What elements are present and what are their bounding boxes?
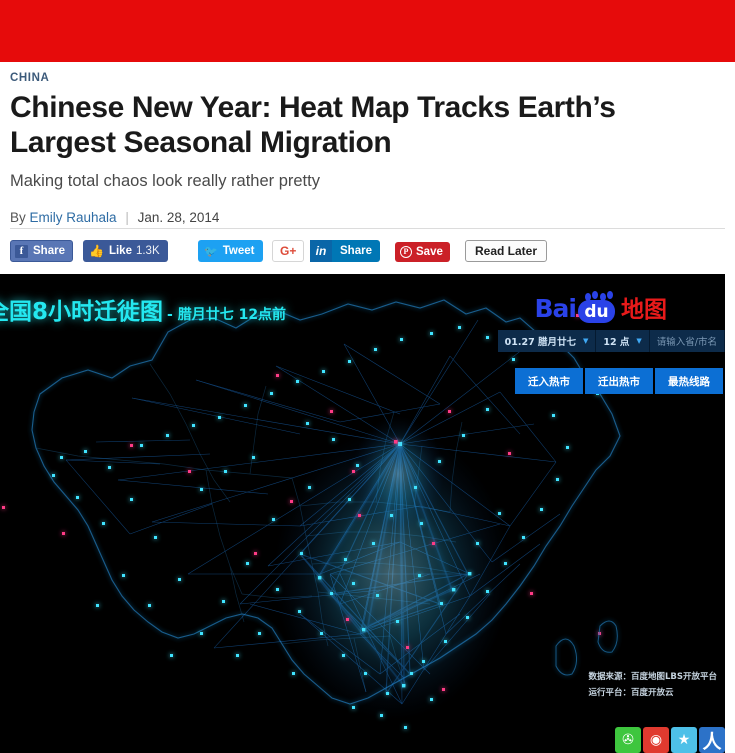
map-title-sub: - 腊月廿七 12点前	[167, 307, 287, 323]
pinterest-icon: P	[400, 246, 412, 258]
byline-separator: |	[125, 210, 129, 226]
page-title: Chinese New Year: Heat Map Tracks Earth’…	[10, 91, 616, 159]
tab-outbound-hot-cities[interactable]: 迁出热市	[585, 368, 655, 394]
hour-selector-label: 12 点	[603, 337, 630, 348]
share-bar: f Share 👍 Like 1.3K 🐦 Tweet G+ in Share …	[10, 240, 725, 264]
china-national-border	[31, 299, 621, 705]
beijing-hub-glow	[352, 416, 444, 532]
twitter-bird-icon: 🐦	[204, 245, 218, 258]
googleplus-share-button[interactable]: G+	[272, 240, 305, 262]
facebook-share-button[interactable]: f Share	[10, 240, 73, 262]
baidu-migration-map-figure: 全国8小时迁徙图 - 腊月廿七 12点前 Bai du 地图 01.27 腊月廿七…	[0, 274, 725, 753]
credit-data-source: 数据来源：百度地图LBS开放平台	[588, 672, 717, 682]
wechat-icon[interactable]: ✇	[615, 727, 641, 753]
linkedin-icon: in	[310, 240, 332, 262]
twitter-label: Tweet	[222, 245, 255, 257]
city-search-input[interactable]: 请输入省/市名	[649, 330, 725, 352]
date-selector[interactable]: 01.27 腊月廿七 ▼	[497, 330, 597, 352]
chevron-down-icon: ▼	[582, 337, 589, 345]
thumbs-up-icon: 👍	[89, 244, 104, 258]
map-social-row: ✇ ◉ ★ 人	[615, 727, 725, 753]
chevron-down-icon: ▼	[636, 337, 642, 345]
tab-inbound-hot-cities[interactable]: 迁入热市	[515, 368, 585, 394]
weibo-icon[interactable]: ◉	[643, 727, 669, 753]
qzone-icon[interactable]: ★	[671, 727, 697, 753]
date-selector-label: 01.27 腊月廿七	[504, 337, 576, 348]
pinterest-save-label: Save	[416, 246, 443, 258]
publish-date: Jan. 28, 2014	[137, 210, 220, 226]
islands-outline	[555, 620, 618, 676]
map-title-main: 全国8小时迁徙图	[0, 299, 164, 325]
read-later-button[interactable]: Read Later	[465, 240, 548, 262]
linkedin-share-label: Share	[340, 245, 372, 257]
baidu-control-strip: 01.27 腊月廿七 ▼ 12 点 ▼ 请输入省/市名	[497, 330, 725, 352]
tab-hottest-routes[interactable]: 最热线路	[655, 368, 725, 394]
migration-density-glow	[274, 428, 510, 720]
facebook-like-count: 1.3K	[135, 245, 160, 257]
byline: By Emily Rauhala | Jan. 28, 2014	[10, 209, 725, 226]
time-brand-banner	[0, 0, 735, 62]
credit-platform: 运行平台：百度开放云	[588, 688, 674, 698]
pinterest-save-button[interactable]: P Save	[395, 242, 450, 262]
section-kicker[interactable]: CHINA	[10, 72, 50, 84]
migration-map-canvas	[0, 274, 725, 753]
article-dek: Making total chaos look really rather pr…	[10, 172, 320, 190]
facebook-icon: f	[15, 244, 28, 258]
share-divider	[10, 228, 725, 229]
hour-selector[interactable]: 12 点 ▼	[596, 330, 650, 352]
renren-icon[interactable]: 人	[699, 727, 725, 753]
map-title: 全国8小时迁徙图 - 腊月廿七 12点前	[0, 292, 286, 326]
facebook-like-label: Like	[108, 245, 132, 257]
linkedin-share-button[interactable]: in Share	[310, 240, 380, 262]
facebook-like-button[interactable]: 👍 Like 1.3K	[83, 240, 168, 262]
baidu-paw-icon: du	[578, 291, 615, 323]
baidu-logo-du: du	[584, 302, 609, 322]
byline-prefix: By	[10, 210, 26, 226]
map-credits: 数据来源：百度地图LBS开放平台 运行平台：百度开放云	[588, 669, 717, 701]
baidu-logo-bai: Bai	[534, 294, 577, 323]
author-link[interactable]: Emily Rauhala	[29, 210, 117, 226]
baidu-map-tabs: 迁入热市 迁出热市 最热线路	[515, 368, 725, 394]
twitter-tweet-button[interactable]: 🐦 Tweet	[198, 240, 264, 262]
baidu-map-logo[interactable]: Bai du 地图	[534, 290, 667, 324]
facebook-share-label: Share	[33, 245, 65, 257]
article-header: CHINA Chinese New Year: Heat Map Tracks …	[0, 62, 735, 226]
baidu-logo-ditu: 地图	[621, 297, 667, 323]
